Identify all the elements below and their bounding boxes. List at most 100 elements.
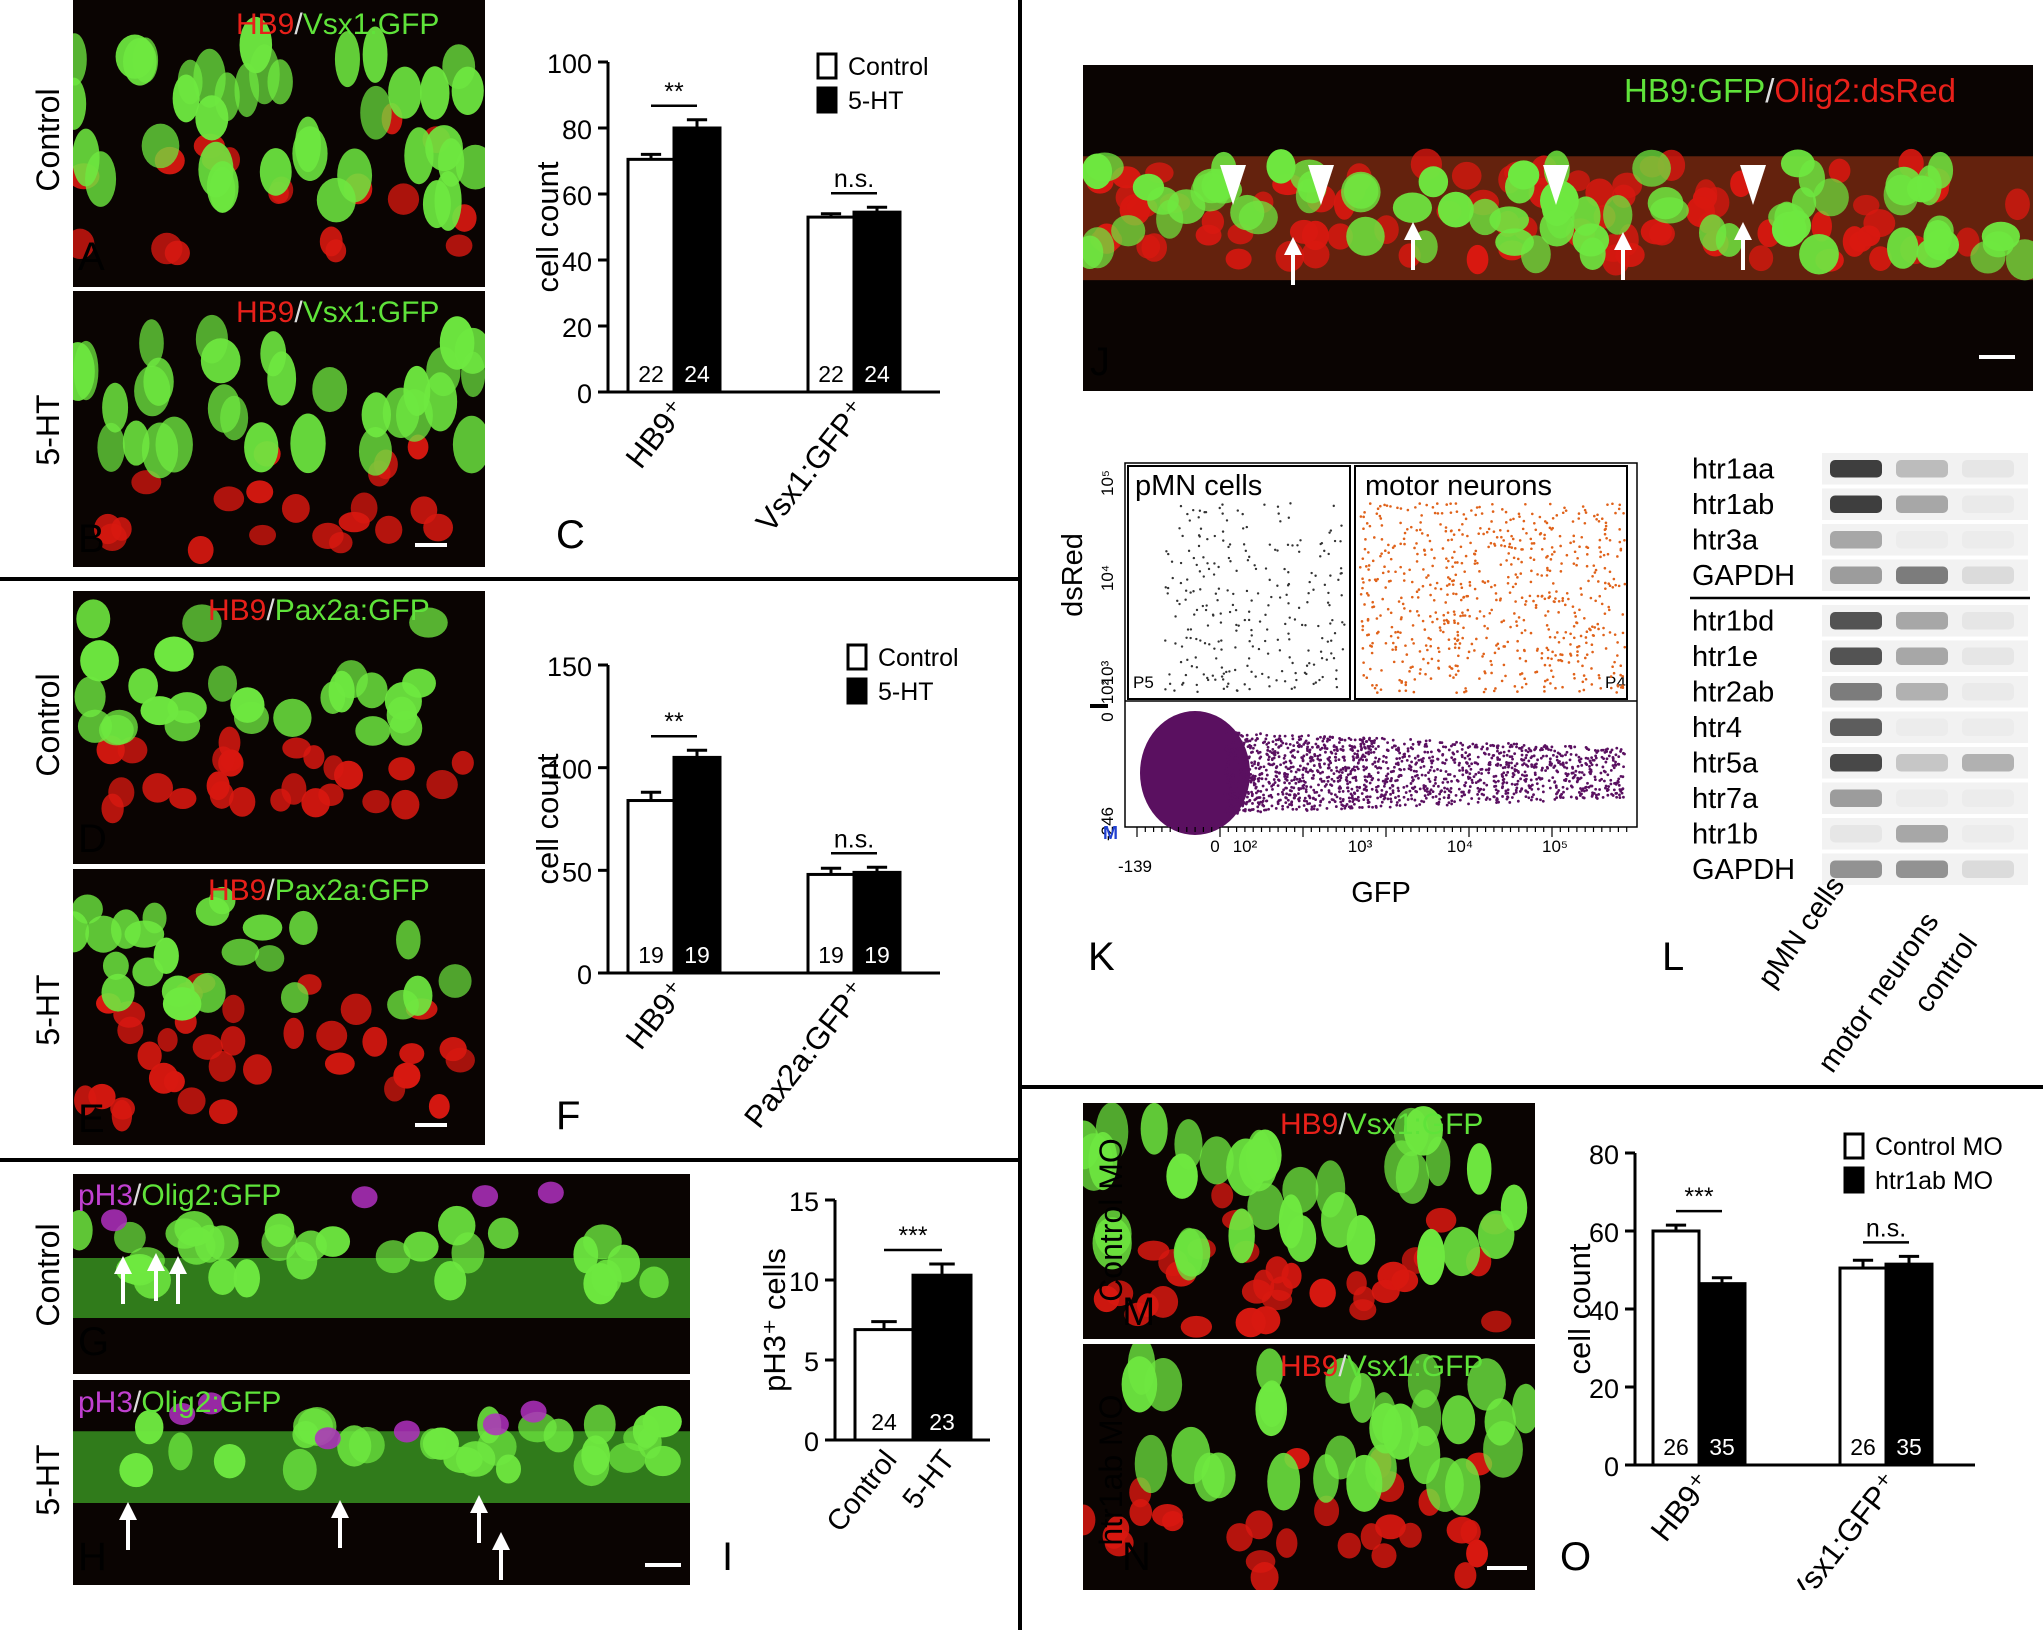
- event-dot-neg: [1578, 760, 1582, 764]
- event-dot-neg: [1603, 770, 1607, 774]
- red-nucleus: [1226, 1523, 1253, 1552]
- event-dot-neg: [1223, 750, 1227, 754]
- event-dot-motor: [1493, 583, 1497, 587]
- bar: [626, 157, 676, 394]
- event-dot-pmn: [1293, 686, 1296, 689]
- event-dot-motor: [1375, 683, 1378, 687]
- green-cell: [73, 894, 103, 924]
- event-dot-neg: [1446, 780, 1450, 784]
- event-dot-neg: [1480, 772, 1484, 775]
- event-dot-motor: [1362, 527, 1365, 531]
- event-dot-motor: [1429, 615, 1432, 618]
- legend-swatch: [816, 52, 838, 80]
- event-dot-pmn: [1241, 527, 1245, 530]
- event-dot-pmn: [1206, 676, 1209, 680]
- event-dot-neg: [1494, 780, 1498, 784]
- event-dot-neg: [1535, 777, 1539, 781]
- event-dot-motor: [1490, 585, 1493, 589]
- event-dot-motor: [1569, 632, 1572, 636]
- event-dot-motor: [1436, 512, 1440, 515]
- event-dot-pmn: [1248, 640, 1251, 643]
- event-dot-neg: [1450, 779, 1453, 783]
- event-dot-motor: [1623, 645, 1627, 649]
- event-dot-neg: [1239, 740, 1243, 744]
- event-dot-neg: [1332, 772, 1336, 776]
- event-dot-pmn: [1326, 601, 1330, 604]
- event-dot-neg: [1359, 748, 1363, 752]
- event-dot-neg: [1576, 764, 1580, 768]
- event-dot-motor: [1510, 534, 1513, 538]
- red-nucleus: [1466, 244, 1489, 275]
- event-dot-motor: [1416, 552, 1419, 556]
- event-dot-neg: [1444, 745, 1448, 749]
- event-dot-motor: [1446, 593, 1449, 596]
- event-dot-motor: [1485, 636, 1488, 640]
- gel-row-label: htr7a: [1692, 783, 1759, 815]
- y-tick-label: 150: [547, 652, 592, 682]
- event-dot-neg: [1558, 760, 1561, 763]
- event-dot-neg: [1255, 733, 1258, 737]
- event-dot-motor: [1450, 666, 1453, 670]
- green-cell: [1924, 228, 1960, 261]
- event-dot-motor: [1608, 570, 1612, 574]
- event-dot-neg: [1356, 755, 1360, 759]
- event-dot-neg: [1319, 771, 1322, 775]
- event-dot-motor: [1427, 636, 1430, 640]
- event-dot-neg: [1541, 784, 1545, 788]
- category-label: HB9⁺: [619, 393, 694, 475]
- label-G-green: Olig2:GFP: [141, 1179, 282, 1212]
- event-dot-pmn: [1213, 647, 1216, 650]
- event-dot-motor: [1468, 614, 1471, 618]
- divider-left-2: [0, 1158, 1018, 1162]
- event-dot-neg: [1228, 797, 1232, 800]
- event-dot-motor: [1616, 684, 1620, 687]
- event-dot-pmn: [1178, 527, 1181, 530]
- event-dot-pmn: [1283, 680, 1287, 683]
- event-dot-motor: [1368, 502, 1372, 505]
- green-cell: [487, 1217, 519, 1249]
- event-dot-neg: [1235, 808, 1239, 812]
- side-label-A: Control: [30, 88, 66, 192]
- event-dot-motor: [1553, 550, 1556, 554]
- event-dot-motor: [1410, 580, 1414, 584]
- x-tick-label: 10³: [1348, 837, 1373, 856]
- event-dot-pmn: [1222, 539, 1225, 542]
- event-dot-neg: [1295, 807, 1298, 811]
- green-cell: [168, 1432, 193, 1471]
- event-dot-motor: [1482, 690, 1486, 694]
- event-dot-neg: [1230, 768, 1233, 772]
- event-dot-neg: [1384, 755, 1388, 759]
- event-dot-neg: [1564, 753, 1567, 757]
- event-dot-motor: [1418, 502, 1422, 505]
- event-dot-neg: [1425, 787, 1429, 791]
- event-dot-motor: [1410, 638, 1414, 641]
- event-dot-pmn: [1328, 603, 1331, 607]
- event-dot-neg: [1242, 786, 1246, 789]
- green-cell: [102, 951, 129, 981]
- event-dot-neg: [1474, 772, 1478, 776]
- event-dot-neg: [1347, 796, 1351, 800]
- event-dot-neg: [1246, 795, 1249, 799]
- bar-n-label: 23: [929, 1409, 955, 1435]
- event-dot-neg: [1390, 784, 1394, 787]
- event-dot-motor: [1548, 635, 1552, 639]
- event-dot-neg: [1512, 792, 1516, 796]
- green-cell: [2005, 239, 2033, 281]
- event-dot-neg: [1619, 789, 1623, 793]
- event-dot-motor: [1534, 603, 1538, 607]
- event-dot-motor: [1431, 506, 1435, 509]
- event-dot-neg: [1374, 756, 1378, 760]
- event-dot-neg: [1298, 764, 1302, 768]
- event-dot-neg: [1577, 790, 1581, 794]
- event-dot-motor: [1399, 631, 1402, 634]
- event-dot-neg: [1226, 811, 1230, 815]
- event-dot-pmn: [1341, 621, 1344, 624]
- event-dot-motor: [1396, 636, 1400, 639]
- event-dot-motor: [1427, 574, 1430, 577]
- event-dot-motor: [1429, 583, 1432, 587]
- event-dot-neg: [1380, 789, 1384, 792]
- event-dot-motor: [1606, 552, 1610, 556]
- event-dot-motor: [1398, 678, 1401, 682]
- event-dot-pmn: [1339, 572, 1342, 575]
- gel-panel-L: htr1aahtr1abhtr3aGAPDHhtr1bdhtr1ehtr2abh…: [1690, 453, 2030, 886]
